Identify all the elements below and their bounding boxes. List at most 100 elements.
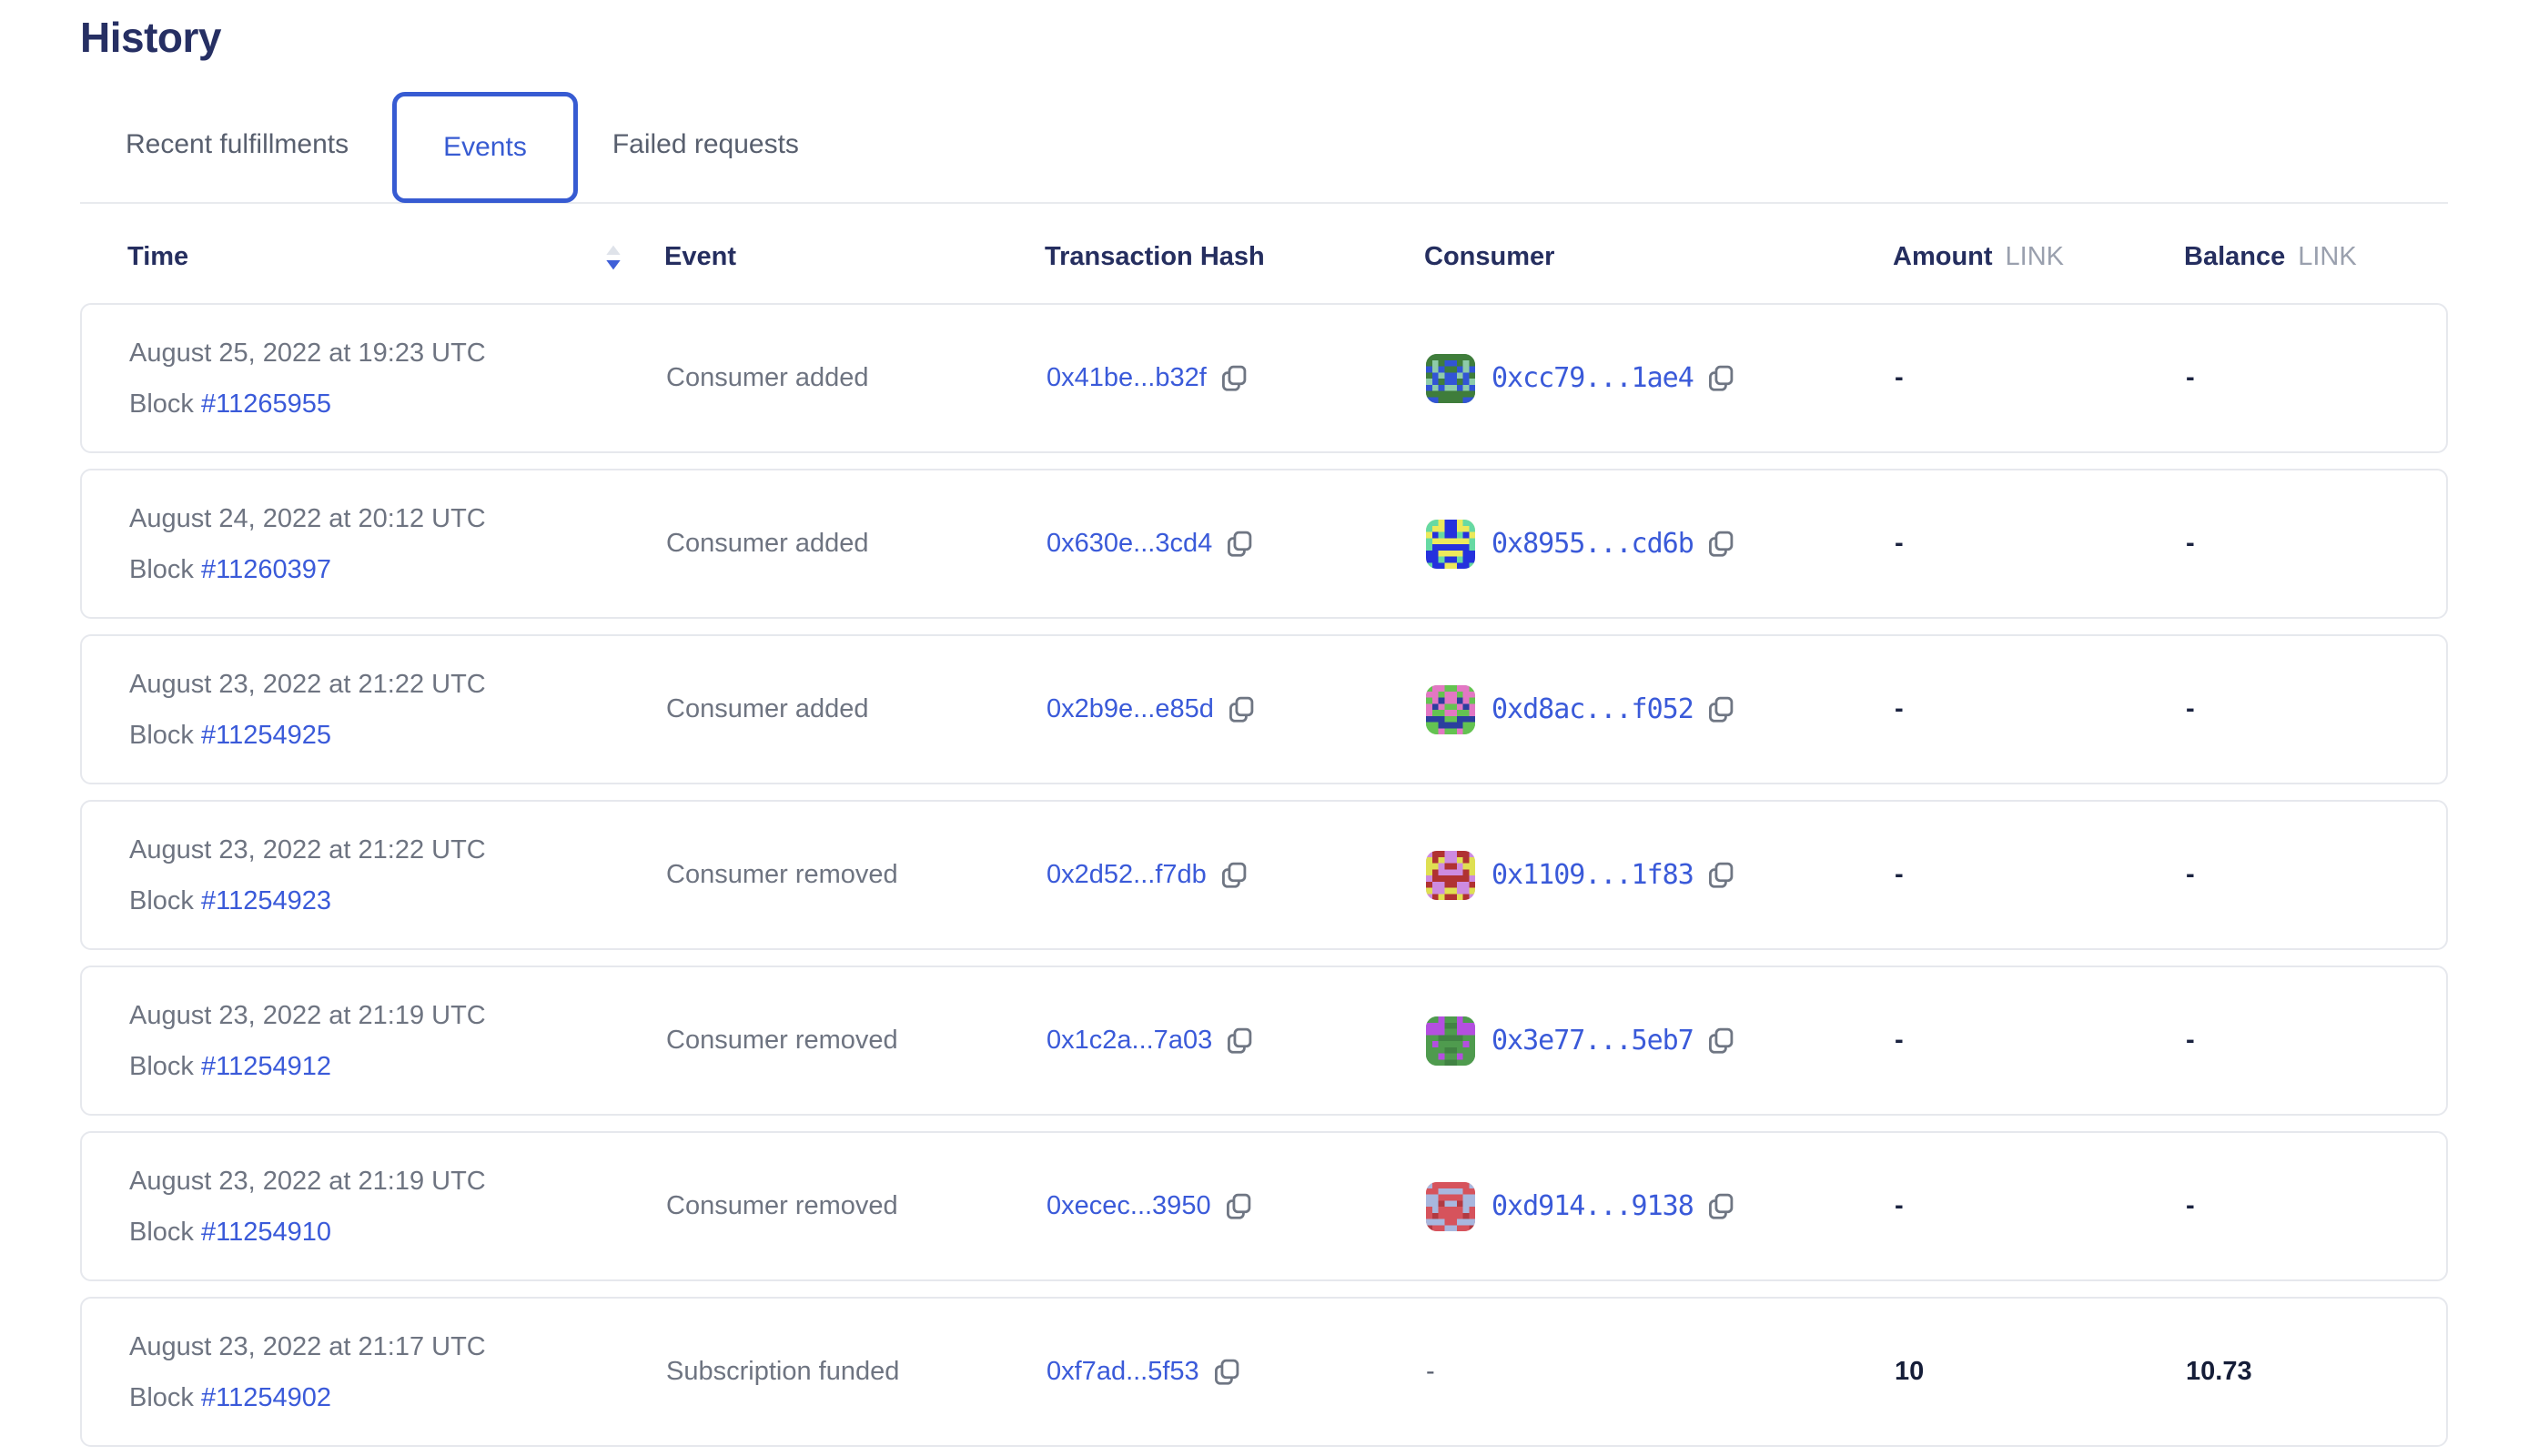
consumer-cell: 0xd914...9138 <box>1426 1181 1895 1231</box>
amount-value: - <box>1895 694 1904 723</box>
column-header-consumer: Consumer <box>1424 242 1555 271</box>
event-row: August 23, 2022 at 21:22 UTC Block #1125… <box>80 634 2448 784</box>
balance-value: - <box>2186 860 2195 889</box>
copy-icon[interactable] <box>1706 363 1734 394</box>
tx-hash-link[interactable]: 0xecec...3950 <box>1047 1191 1211 1220</box>
event-row: August 24, 2022 at 20:12 UTC Block #1126… <box>80 469 2448 619</box>
block-number-link[interactable]: #11265955 <box>200 389 331 419</box>
block-label: Block <box>129 1051 194 1081</box>
tx-hash-link[interactable]: 0x41be...b32f <box>1047 363 1207 392</box>
consumer-cell: 0xcc79...1ae4 <box>1426 353 1895 403</box>
event-timestamp: August 23, 2022 at 21:19 UTC <box>129 1000 486 1030</box>
consumer-address-link[interactable]: 0x8955...cd6b <box>1492 528 1694 560</box>
event-rows: August 25, 2022 at 19:23 UTC Block #1126… <box>80 303 2448 1447</box>
tx-hash-link[interactable]: 0x2b9e...e85d <box>1047 694 1214 723</box>
consumer-address-link[interactable]: 0x1109...1f83 <box>1492 859 1694 891</box>
consumer-address-link[interactable]: 0xcc79...1ae4 <box>1492 362 1694 394</box>
tx-hash-link[interactable]: 0x630e...3cd4 <box>1047 529 1213 558</box>
event-timestamp: August 25, 2022 at 19:23 UTC <box>129 338 486 368</box>
consumer-cell: - - <box>1426 1357 1895 1387</box>
amount-value: - <box>1895 363 1904 392</box>
consumer-cell: 0x3e77...5eb7 <box>1426 1016 1895 1066</box>
copy-icon[interactable] <box>1224 1191 1252 1222</box>
history-page: History Recent fulfillments Events Faile… <box>0 13 2528 1456</box>
consumer-cell: 0x8955...cd6b <box>1426 519 1895 569</box>
event-row: August 23, 2022 at 21:19 UTC Block #1125… <box>80 966 2448 1116</box>
page-title: History <box>80 14 221 61</box>
tx-hash-cell: 0x41be...b32f <box>1047 363 1426 394</box>
copy-icon[interactable] <box>1219 860 1248 891</box>
tx-hash-cell: 0x2b9e...e85d <box>1047 694 1426 725</box>
event-timestamp: August 24, 2022 at 20:12 UTC <box>129 503 486 533</box>
event-type: Consumer added <box>666 529 869 558</box>
copy-icon[interactable] <box>1212 1357 1240 1388</box>
consumer-address-link[interactable]: 0xd8ac...f052 <box>1492 693 1694 725</box>
tx-hash-cell: 0x1c2a...7a03 <box>1047 1026 1426 1057</box>
column-header-tx-hash: Transaction Hash <box>1045 242 1265 271</box>
block-number-link[interactable]: #11260397 <box>200 554 331 584</box>
event-type: Consumer removed <box>666 1026 898 1055</box>
tx-hash-cell: 0xecec...3950 <box>1047 1191 1426 1222</box>
event-timestamp: August 23, 2022 at 21:17 UTC <box>129 1331 486 1361</box>
tx-hash-cell: 0x630e...3cd4 <box>1047 529 1426 560</box>
column-header-time[interactable]: Time <box>127 242 664 272</box>
time-cell: August 25, 2022 at 19:23 UTC Block #1126… <box>129 328 666 430</box>
tab-failed-requests[interactable]: Failed requests <box>612 129 799 159</box>
tab-events[interactable]: Events <box>392 92 578 203</box>
time-cell: August 24, 2022 at 20:12 UTC Block #1126… <box>129 493 666 595</box>
block-number-link[interactable]: #11254925 <box>200 720 331 750</box>
event-timestamp: August 23, 2022 at 21:22 UTC <box>129 669 486 699</box>
event-timestamp: August 23, 2022 at 21:19 UTC <box>129 1166 486 1196</box>
copy-icon[interactable] <box>1706 1191 1734 1222</box>
event-row: August 23, 2022 at 21:17 UTC Block #1125… <box>80 1297 2448 1447</box>
time-cell: August 23, 2022 at 21:22 UTC Block #1125… <box>129 824 666 926</box>
balance-unit-label: LINK <box>2298 242 2357 271</box>
tx-hash-cell: 0xf7ad...5f53 <box>1047 1357 1426 1388</box>
event-row: August 25, 2022 at 19:23 UTC Block #1126… <box>80 303 2448 453</box>
copy-icon[interactable] <box>1706 529 1734 560</box>
history-tabs: Recent fulfillments Events Failed reques… <box>80 87 2448 204</box>
block-label: Block <box>129 885 194 915</box>
consumer-cell: 0x1109...1f83 <box>1426 850 1895 900</box>
copy-icon[interactable] <box>1219 363 1248 394</box>
consumer-empty-dash: - <box>1426 1357 1435 1386</box>
event-timestamp: August 23, 2022 at 21:22 UTC <box>129 834 486 864</box>
block-number-link[interactable]: #11254923 <box>200 885 331 915</box>
amount-value: - <box>1895 1026 1904 1055</box>
copy-icon[interactable] <box>1225 1026 1253 1057</box>
balance-value: - <box>2186 1191 2195 1220</box>
tx-hash-link[interactable]: 0x1c2a...7a03 <box>1047 1026 1213 1055</box>
sort-desc-icon[interactable] <box>604 244 622 271</box>
block-number-link[interactable]: #11254912 <box>200 1051 331 1081</box>
copy-icon[interactable] <box>1706 694 1734 725</box>
block-number-link[interactable]: #11254902 <box>200 1382 331 1412</box>
consumer-avatar <box>1426 850 1475 900</box>
event-type: Consumer added <box>666 694 869 723</box>
amount-value: - <box>1895 529 1904 558</box>
consumer-avatar <box>1426 1016 1475 1066</box>
time-cell: August 23, 2022 at 21:22 UTC Block #1125… <box>129 659 666 761</box>
event-row: August 23, 2022 at 21:19 UTC Block #1125… <box>80 1131 2448 1281</box>
event-type: Consumer removed <box>666 860 898 889</box>
consumer-address-link[interactable]: 0xd914...9138 <box>1492 1190 1694 1222</box>
consumer-cell: 0xd8ac...f052 <box>1426 684 1895 734</box>
consumer-address-link[interactable]: 0x3e77...5eb7 <box>1492 1025 1694 1057</box>
copy-icon[interactable] <box>1706 860 1734 891</box>
event-type: Consumer added <box>666 363 869 392</box>
time-cell: August 23, 2022 at 21:17 UTC Block #1125… <box>129 1321 666 1423</box>
block-number-link[interactable]: #11254910 <box>200 1217 331 1247</box>
event-type: Consumer removed <box>666 1191 898 1220</box>
time-cell: August 23, 2022 at 21:19 UTC Block #1125… <box>129 990 666 1092</box>
copy-icon[interactable] <box>1225 529 1253 560</box>
copy-icon[interactable] <box>1227 694 1255 725</box>
consumer-avatar <box>1426 519 1475 569</box>
tx-hash-link[interactable]: 0x2d52...f7db <box>1047 860 1207 889</box>
copy-icon[interactable] <box>1706 1026 1734 1057</box>
block-label: Block <box>129 1382 194 1412</box>
block-label: Block <box>129 720 194 750</box>
column-header-time-label: Time <box>127 242 189 271</box>
tab-recent-fulfillments[interactable]: Recent fulfillments <box>126 129 349 159</box>
amount-value: - <box>1895 1191 1904 1220</box>
tx-hash-link[interactable]: 0xf7ad...5f53 <box>1047 1357 1199 1386</box>
balance-value: - <box>2186 529 2195 558</box>
